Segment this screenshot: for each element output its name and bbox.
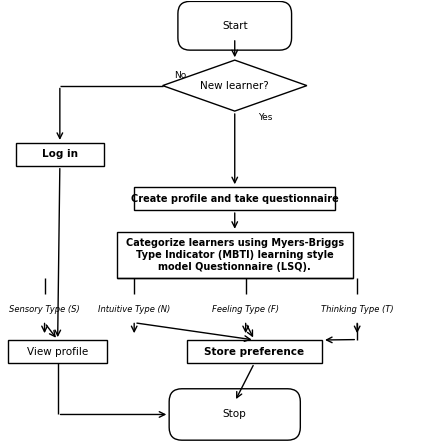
Text: Sensory Type (S): Sensory Type (S) bbox=[9, 305, 80, 314]
Bar bbox=[186, 340, 322, 363]
Bar bbox=[134, 187, 335, 210]
Bar bbox=[8, 340, 107, 363]
Bar bbox=[117, 231, 353, 278]
Polygon shape bbox=[163, 60, 307, 111]
Bar bbox=[16, 143, 103, 166]
Text: No: No bbox=[174, 71, 186, 80]
Text: Start: Start bbox=[222, 21, 248, 31]
Text: Intuitive Type (N): Intuitive Type (N) bbox=[98, 305, 170, 314]
Text: Thinking Type (T): Thinking Type (T) bbox=[321, 305, 393, 314]
Text: View profile: View profile bbox=[27, 347, 88, 356]
Text: Log in: Log in bbox=[42, 149, 78, 159]
Text: New learner?: New learner? bbox=[200, 81, 269, 91]
Text: Store preference: Store preference bbox=[204, 347, 305, 356]
Text: Create profile and take questionnaire: Create profile and take questionnaire bbox=[131, 194, 339, 204]
Text: Categorize learners using Myers-Briggs
Type Indicator (MBTI) learning style
mode: Categorize learners using Myers-Briggs T… bbox=[126, 238, 344, 272]
FancyBboxPatch shape bbox=[178, 1, 292, 50]
Text: Yes: Yes bbox=[258, 113, 273, 122]
Text: Feeling Type (F): Feeling Type (F) bbox=[212, 305, 279, 314]
Text: Stop: Stop bbox=[223, 409, 247, 420]
FancyBboxPatch shape bbox=[169, 389, 300, 440]
